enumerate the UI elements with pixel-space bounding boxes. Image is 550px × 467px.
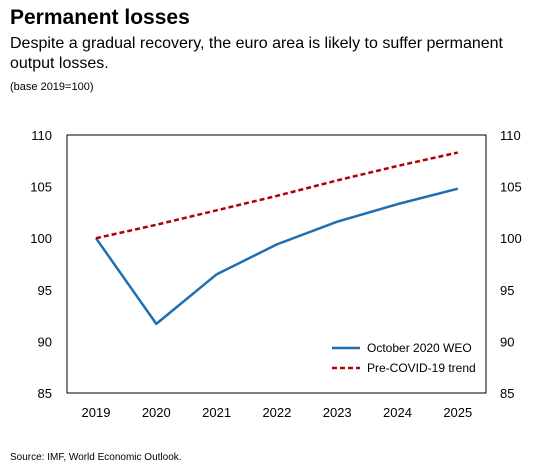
series-line-0 (94, 187, 459, 326)
y-tick-left-85: 85 (38, 386, 52, 401)
chart-note: (base 2019=100) (10, 81, 94, 93)
series-lines (94, 151, 459, 326)
y-axis-right: 85 90 95 100 105 110 (500, 128, 522, 401)
x-tick-2025: 2025 (443, 405, 472, 420)
y-tick-left-110: 110 (31, 128, 52, 143)
x-tick-2024: 2024 (383, 405, 412, 420)
source-note: Source: IMF, World Economic Outlook. (10, 452, 182, 463)
x-tick-2023: 2023 (323, 405, 352, 420)
chart-title: Permanent losses (10, 6, 190, 29)
y-axis-left: 85 90 95 100 105 110 (30, 128, 52, 401)
x-tick-2021: 2021 (202, 405, 231, 420)
x-tick-2019: 2019 (82, 405, 111, 420)
y-tick-left-95: 95 (38, 283, 52, 298)
y-tick-left-100: 100 (30, 231, 52, 246)
y-tick-right-85: 85 (500, 386, 514, 401)
y-tick-left-90: 90 (38, 334, 52, 349)
legend-label-pre-covid-trend: Pre-COVID-19 trend (367, 361, 476, 375)
series-line-1 (95, 151, 459, 240)
x-tick-2022: 2022 (262, 405, 291, 420)
plot-frame (66, 134, 487, 394)
x-axis: 2019 2020 2021 2022 2023 2024 2025 (82, 405, 473, 420)
legend: October 2020 WEO Pre-COVID-19 trend (332, 341, 476, 375)
y-tick-left-105: 105 (30, 180, 52, 195)
y-tick-right-95: 95 (500, 283, 514, 298)
chart-subtitle: Despite a gradual recovery, the euro are… (10, 35, 503, 72)
y-tick-right-110: 110 (500, 128, 521, 143)
legend-label-october-2020-weo: October 2020 WEO (367, 341, 472, 355)
y-tick-right-90: 90 (500, 334, 514, 349)
y-tick-right-100: 100 (500, 231, 522, 246)
y-tick-right-105: 105 (500, 180, 522, 195)
x-tick-2020: 2020 (142, 405, 171, 420)
